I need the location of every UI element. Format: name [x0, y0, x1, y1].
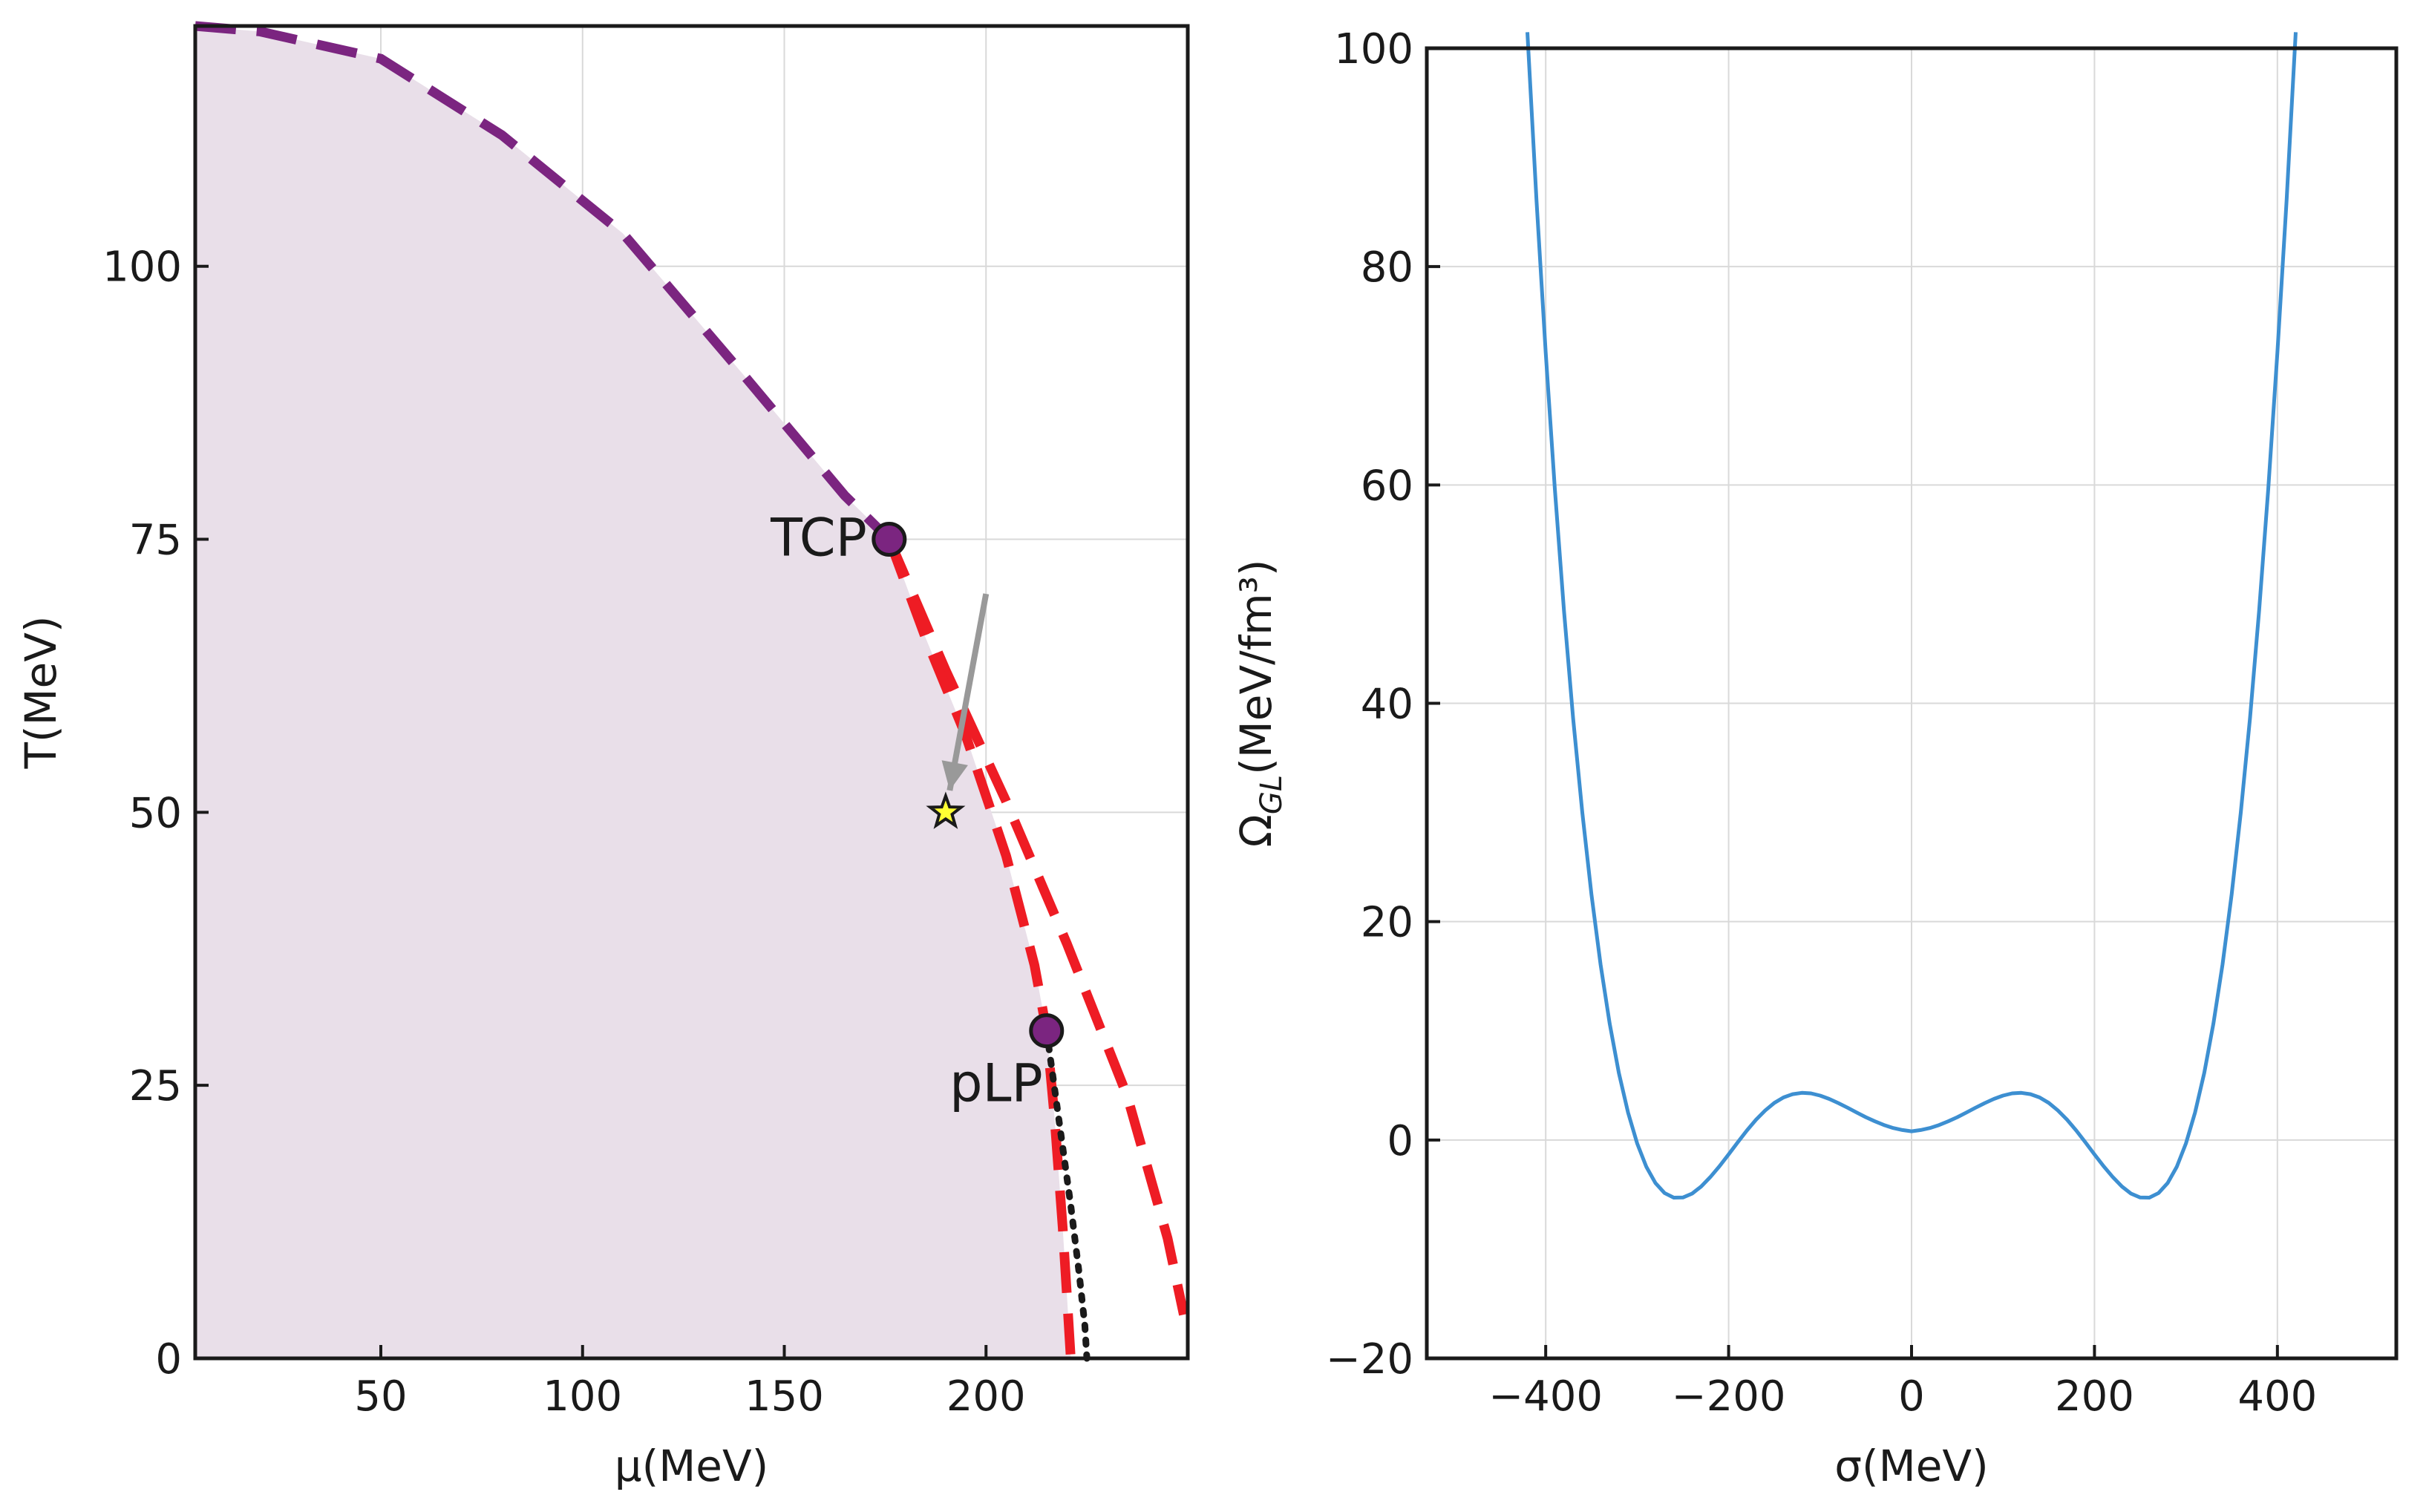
left-x-tick-label: 200: [946, 1372, 1026, 1421]
right-y-tick-label: 60: [1361, 462, 1413, 510]
left-y-tick-label: 25: [129, 1062, 182, 1110]
left-x-tick-label: 150: [745, 1372, 824, 1421]
left-x-tick-label: 100: [543, 1372, 622, 1421]
plp-point: [1029, 1013, 1065, 1049]
arrow-head: [941, 760, 968, 791]
ylabel-sub: GL: [1255, 775, 1289, 814]
left-y-tick-label: 50: [129, 789, 182, 837]
plp-label: pLP: [949, 1053, 1043, 1114]
omega-gl: [1526, 32, 2298, 1200]
right-x-tick-label: 400: [2237, 1372, 2317, 1421]
right-x-axis-label: σ(MeV): [1834, 1441, 1988, 1491]
left-y-axis-label: T(MeV): [16, 615, 66, 769]
right-x-tick-label: −400: [1488, 1372, 1603, 1421]
left-series: [194, 21, 1189, 1362]
left-x-tick-label: 50: [354, 1372, 407, 1421]
spinodal-lower: [884, 537, 1076, 1359]
broken-phase-region: [195, 26, 1071, 1358]
dotted-line: [1043, 1027, 1091, 1362]
left-y-tick-label: 0: [155, 1335, 182, 1384]
ylabel-units: (MeV/fm³): [1231, 560, 1281, 775]
right-y-tick-label: 80: [1361, 243, 1413, 292]
tcp-point: [872, 522, 907, 557]
spinodal-upper: [884, 537, 1189, 1316]
right-y-tick-label: 100: [1334, 25, 1413, 73]
second-order-line: [194, 21, 893, 543]
right-x-tick-label: 200: [2055, 1372, 2134, 1421]
arrow-shaft: [946, 593, 990, 791]
tcp-label: TCP: [770, 508, 867, 569]
right-y-axis-label: ΩGL(MeV/fm³): [1231, 560, 1289, 848]
left-ticks: 50 100 150 200 0 25 50 75 100: [102, 243, 1026, 1421]
left-markers: [872, 522, 1065, 1049]
right-y-tick-label: 20: [1361, 899, 1413, 947]
right-x-tick-label: −200: [1672, 1372, 1786, 1421]
right-series: [1526, 32, 2298, 1200]
right-y-tick-label: 0: [1387, 1117, 1413, 1165]
left-y-tick-label: 100: [102, 243, 182, 292]
right-x-tick-label: 0: [1898, 1372, 1925, 1421]
left-x-axis-label: μ(MeV): [615, 1441, 769, 1491]
left-y-tick-label: 75: [129, 517, 182, 565]
right-y-tick-label: 40: [1361, 681, 1413, 729]
star-marker: [926, 791, 966, 829]
right-y-tick-label: −20: [1326, 1335, 1413, 1384]
left-plot-frame: [193, 24, 1190, 1361]
ylabel-omega: Ω: [1231, 814, 1281, 847]
